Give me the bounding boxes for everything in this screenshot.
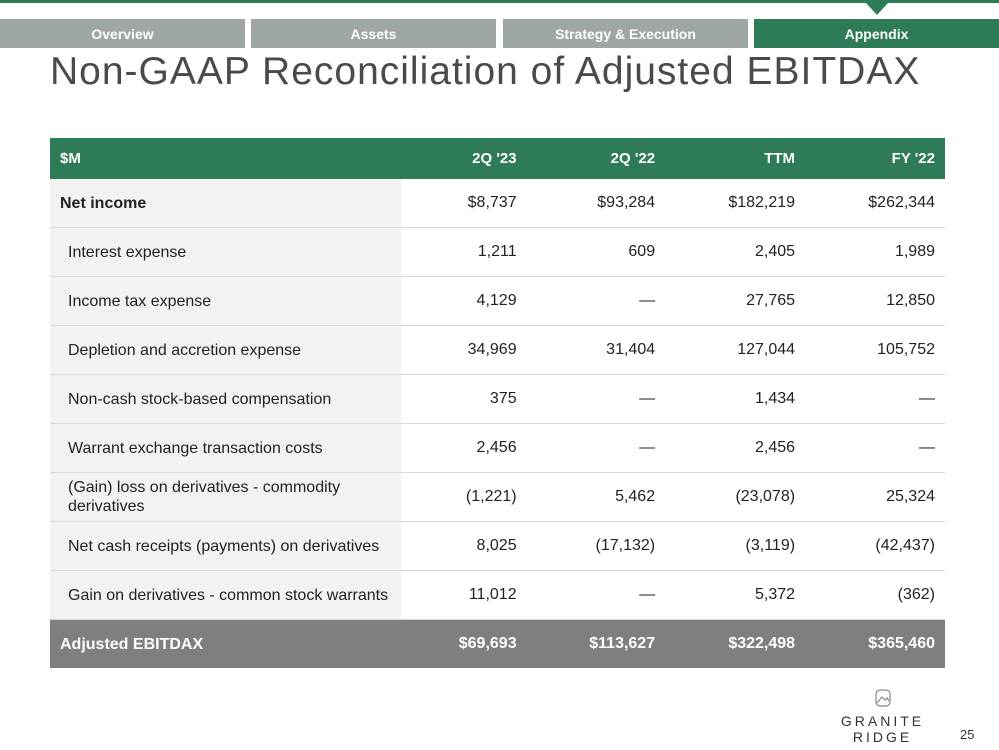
column-header: 2Q '23: [401, 138, 527, 179]
cell-value: 31,404: [526, 325, 666, 375]
cell-value: 375: [401, 374, 527, 424]
cell-value: 105,752: [805, 325, 945, 375]
cell-value: (42,437): [805, 521, 945, 571]
table-row: Warrant exchange transaction costs 2,456—…: [50, 423, 945, 473]
cell-value: (1,221): [401, 472, 527, 522]
cell-value: $93,284: [526, 179, 666, 228]
logo-text: GRANITE RIDGE: [840, 713, 925, 745]
cell-value: 12,850: [805, 276, 945, 326]
reconciliation-table: $M 2Q '23 2Q '22 TTM FY '22 Net income $8,737…: [50, 138, 945, 668]
company-logo: GRANITE RIDGE: [820, 689, 945, 745]
cell-value: $69,693: [401, 619, 527, 668]
cell-value: —: [526, 374, 666, 424]
cell-value: 34,969: [401, 325, 527, 375]
column-header: TTM: [665, 138, 806, 179]
cell-value: 609: [526, 227, 666, 277]
page-number: 25: [960, 727, 975, 742]
cell-value: 4,129: [401, 276, 527, 326]
row-label: Gain on derivatives - common stock warra…: [50, 570, 401, 620]
tab-assets[interactable]: Assets: [251, 19, 496, 48]
active-tab-indicator-icon: [866, 3, 888, 15]
row-label: Interest expense: [50, 227, 401, 277]
cell-value: 1,989: [805, 227, 945, 277]
cell-value: 5,462: [526, 472, 666, 522]
cell-value: 127,044: [665, 325, 806, 375]
row-label: Net cash receipts (payments) on derivati…: [50, 521, 401, 571]
table-row: Net cash receipts (payments) on derivati…: [50, 521, 945, 571]
cell-value: 2,405: [665, 227, 806, 277]
cell-value: 1,211: [401, 227, 527, 277]
cell-value: $182,219: [665, 179, 806, 228]
column-header: $M: [50, 138, 401, 179]
cell-value: 2,456: [401, 423, 527, 473]
cell-value: (23,078): [665, 472, 806, 522]
total-row: Adjusted EBITDAX $69,693 $113,627 $322,498 $…: [50, 619, 945, 668]
column-header: 2Q '22: [526, 138, 666, 179]
column-header: FY '22: [805, 138, 945, 179]
tab-strategy-execution[interactable]: Strategy & Execution: [503, 19, 748, 48]
table-row: Net income $8,737 $93,284 $182,219 $262,344: [50, 179, 945, 228]
cell-value: $322,498: [665, 619, 806, 668]
cell-value: —: [526, 570, 666, 620]
row-label: Warrant exchange transaction costs: [50, 423, 401, 473]
cell-value: 2,456: [665, 423, 806, 473]
cell-value: $365,460: [805, 619, 945, 668]
mountain-logo-icon: [874, 689, 891, 707]
table-row: Interest expense 1,211 609 2,405 1,989: [50, 227, 945, 277]
cell-value: 25,324: [805, 472, 945, 522]
row-label: Depletion and accretion expense: [50, 325, 401, 375]
cell-value: 27,765: [665, 276, 806, 326]
cell-value: (3,119): [665, 521, 806, 571]
row-label: Net income: [50, 179, 401, 228]
row-label: Non-cash stock-based compensation: [50, 374, 401, 424]
tab-appendix[interactable]: Appendix: [754, 19, 999, 48]
cell-value: 1,434: [665, 374, 806, 424]
table-row: Depletion and accretion expense 34,969 31,…: [50, 325, 945, 375]
table-row: Gain on derivatives - common stock warra…: [50, 570, 945, 620]
row-label: Income tax expense: [50, 276, 401, 326]
top-rule: [0, 0, 999, 3]
cell-value: (362): [805, 570, 945, 620]
table-row: Non-cash stock-based compensation 375—1,4…: [50, 374, 945, 424]
table-header: $M 2Q '23 2Q '22 TTM FY '22: [50, 138, 945, 179]
row-label: (Gain) loss on derivatives - commodity d…: [50, 472, 401, 522]
table-row: Income tax expense 4,129—27,765 12,850: [50, 276, 945, 326]
cell-value: 11,012: [401, 570, 527, 620]
cell-value: —: [526, 276, 666, 326]
tab-overview[interactable]: Overview: [0, 19, 245, 48]
cell-value: —: [526, 423, 666, 473]
row-label: Adjusted EBITDAX: [50, 619, 401, 668]
page-title: Non-GAAP Reconciliation of Adjusted EBIT…: [50, 50, 921, 93]
cell-value: $8,737: [401, 179, 527, 228]
cell-value: —: [805, 423, 945, 473]
table-row: (Gain) loss on derivatives - commodity d…: [50, 472, 945, 522]
cell-value: (17,132): [526, 521, 666, 571]
cell-value: $113,627: [526, 619, 666, 668]
cell-value: 5,372: [665, 570, 806, 620]
cell-value: $262,344: [805, 179, 945, 228]
cell-value: —: [805, 374, 945, 424]
cell-value: 8,025: [401, 521, 527, 571]
